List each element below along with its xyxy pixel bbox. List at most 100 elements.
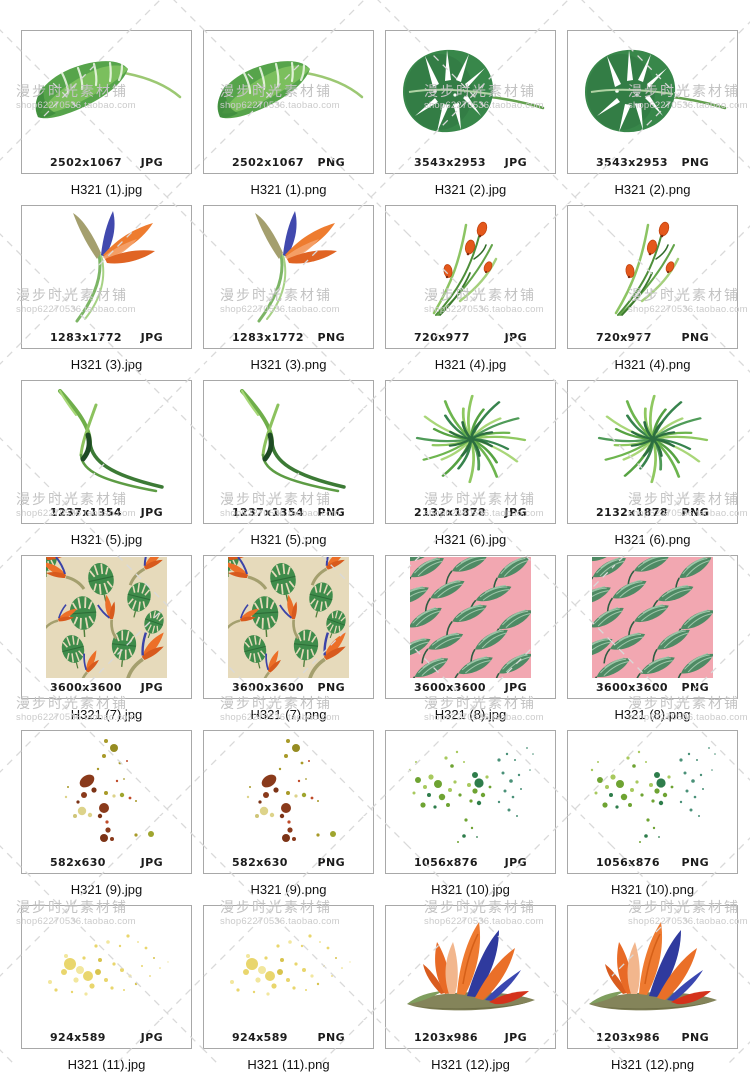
thumbnail-image bbox=[386, 206, 555, 328]
thumbnail-image bbox=[204, 206, 373, 328]
thumbnail-image bbox=[386, 731, 555, 853]
filename-label[interactable]: H321 (8).jpg bbox=[434, 706, 507, 722]
thumbnail-box[interactable]: 1237x1354 PNG bbox=[203, 380, 374, 524]
file-cell[interactable]: 1056x876 JPG H321 (10).jpg bbox=[385, 730, 556, 905]
thumbnail-box[interactable]: 1237x1354 JPG bbox=[21, 380, 192, 524]
thumbnail-box[interactable]: 924x589 JPG bbox=[21, 905, 192, 1049]
palm-fan-art bbox=[593, 392, 713, 492]
filename-label[interactable]: H321 (3).jpg bbox=[70, 356, 143, 372]
format-badge: PNG bbox=[317, 506, 345, 519]
file-cell[interactable]: 1237x1354 JPG H321 (5).jpg bbox=[21, 380, 192, 555]
file-cell[interactable]: 924x589 PNG H321 (11).png bbox=[203, 905, 374, 1080]
filename-label[interactable]: H321 (11).jpg bbox=[67, 1056, 146, 1072]
filename-label[interactable]: H321 (9).png bbox=[250, 881, 327, 897]
thumbnail-box[interactable]: 1056x876 PNG bbox=[567, 730, 738, 874]
file-cell[interactable]: 582x630 JPG H321 (9).jpg bbox=[21, 730, 192, 905]
thumbnail-image bbox=[22, 906, 191, 1028]
dimensions-label: 2132x1878 bbox=[596, 506, 668, 519]
thumbnail-box[interactable]: 3600x3600 PNG bbox=[567, 555, 738, 699]
file-cell[interactable]: 720x977 PNG H321 (4).png bbox=[567, 205, 738, 380]
filename-label[interactable]: H321 (2).png bbox=[614, 181, 691, 197]
thumbnail-box[interactable]: 3600x3600 JPG bbox=[385, 555, 556, 699]
filename-label[interactable]: H321 (6).png bbox=[614, 531, 691, 547]
filename-label[interactable]: H321 (6).jpg bbox=[434, 531, 507, 547]
dimensions-label: 2132x1878 bbox=[414, 506, 486, 519]
filename-label[interactable]: H321 (5).jpg bbox=[70, 531, 143, 547]
file-cell[interactable]: 720x977 JPG H321 (4).jpg bbox=[385, 205, 556, 380]
filename-label[interactable]: H321 (4).png bbox=[614, 356, 691, 372]
thumbnail-image bbox=[204, 731, 373, 853]
thumbnail-box[interactable]: 2132x1878 JPG bbox=[385, 380, 556, 524]
thumbnail-box[interactable]: 1203x986 PNG bbox=[567, 905, 738, 1049]
filename-label[interactable]: H321 (5).png bbox=[250, 531, 327, 547]
thumbnail-box[interactable]: 3600x3600 JPG bbox=[21, 555, 192, 699]
filename-label[interactable]: H321 (12).png bbox=[610, 1056, 695, 1072]
format-badge: PNG bbox=[317, 156, 345, 169]
thumbnail-image bbox=[204, 906, 373, 1028]
thumbnail-box[interactable]: 1056x876 JPG bbox=[385, 730, 556, 874]
file-cell[interactable]: 2502x1067 JPG H321 (1).jpg bbox=[21, 30, 192, 205]
file-cell[interactable]: 1203x986 JPG H321 (12).jpg bbox=[385, 905, 556, 1080]
thumbnail-meta: 2502x1067 JPG bbox=[22, 156, 191, 169]
thumbnail-box[interactable]: 1283x1772 PNG bbox=[203, 205, 374, 349]
filename-label[interactable]: H321 (12).jpg bbox=[431, 1056, 510, 1072]
filename-label[interactable]: H321 (2).jpg bbox=[434, 181, 507, 197]
dimensions-label: 3600x3600 bbox=[50, 681, 122, 694]
file-cell[interactable]: 3600x3600 JPG H321 (8).jpg bbox=[385, 555, 556, 730]
file-cell[interactable]: 1237x1354 PNG H321 (5).png bbox=[203, 380, 374, 555]
monstera-leaf-art bbox=[395, 46, 547, 138]
thumbnail-box[interactable]: 2502x1067 PNG bbox=[203, 30, 374, 174]
thumbnail-meta: 3600x3600 JPG bbox=[22, 681, 191, 694]
file-cell[interactable]: 924x589 JPG H321 (11).jpg bbox=[21, 905, 192, 1080]
thumbnail-box[interactable]: 720x977 JPG bbox=[385, 205, 556, 349]
thumbnail-box[interactable]: 924x589 PNG bbox=[203, 905, 374, 1049]
thumbnail-box[interactable]: 1283x1772 JPG bbox=[21, 205, 192, 349]
thumbnail-meta: 1056x876 PNG bbox=[568, 856, 737, 869]
filename-label[interactable]: H321 (11).png bbox=[247, 1056, 330, 1072]
file-cell[interactable]: 1056x876 PNG H321 (10).png bbox=[567, 730, 738, 905]
file-cell[interactable]: 2132x1878 JPG H321 (6).jpg bbox=[385, 380, 556, 555]
format-badge: JPG bbox=[140, 156, 163, 169]
filename-label[interactable]: H321 (8).png bbox=[614, 706, 691, 722]
filename-label[interactable]: H321 (9).jpg bbox=[70, 881, 143, 897]
filename-label[interactable]: H321 (7).jpg bbox=[70, 706, 143, 722]
file-cell[interactable]: 3600x3600 JPG H321 (7).jpg bbox=[21, 555, 192, 730]
file-cell[interactable]: 582x630 PNG H321 (9).png bbox=[203, 730, 374, 905]
thumbnail-box[interactable]: 2502x1067 JPG bbox=[21, 30, 192, 174]
thumbnail-image bbox=[204, 381, 373, 503]
file-cell[interactable]: 2132x1878 PNG H321 (6).png bbox=[567, 380, 738, 555]
file-cell[interactable]: 3600x3600 PNG H321 (7).png bbox=[203, 555, 374, 730]
file-cell[interactable]: 3600x3600 PNG H321 (8).png bbox=[567, 555, 738, 730]
filename-label[interactable]: H321 (4).jpg bbox=[434, 356, 507, 372]
thumbnail-image bbox=[568, 731, 737, 853]
filename-label[interactable]: H321 (10).jpg bbox=[431, 881, 510, 897]
format-badge: JPG bbox=[140, 331, 163, 344]
thumbnail-box[interactable]: 582x630 JPG bbox=[21, 730, 192, 874]
filename-label[interactable]: H321 (3).png bbox=[250, 356, 327, 372]
file-cell[interactable]: 3543x2953 PNG H321 (2).png bbox=[567, 30, 738, 205]
file-cell[interactable]: 1203x986 PNG H321 (12).png bbox=[567, 905, 738, 1080]
file-cell[interactable]: 1283x1772 PNG H321 (3).png bbox=[203, 205, 374, 380]
format-badge: JPG bbox=[504, 331, 527, 344]
thumbnail-box[interactable]: 3543x2953 PNG bbox=[567, 30, 738, 174]
thumbnail-box[interactable]: 3543x2953 JPG bbox=[385, 30, 556, 174]
thumbnail-box[interactable]: 582x630 PNG bbox=[203, 730, 374, 874]
file-cell[interactable]: 3543x2953 JPG H321 (2).jpg bbox=[385, 30, 556, 205]
dimensions-label: 3543x2953 bbox=[596, 156, 668, 169]
filename-label[interactable]: H321 (7).png bbox=[250, 706, 327, 722]
thumbnail-box[interactable]: 2132x1878 PNG bbox=[567, 380, 738, 524]
banana-leaf-art bbox=[28, 55, 186, 129]
thumbnail-meta: 1203x986 PNG bbox=[568, 1031, 737, 1044]
bird-of-paradise-art bbox=[237, 209, 341, 325]
dimensions-label: 1283x1772 bbox=[232, 331, 304, 344]
thumbnail-box[interactable]: 1203x986 JPG bbox=[385, 905, 556, 1049]
thumbnail-image bbox=[22, 731, 191, 853]
thumbnail-box[interactable]: 720x977 PNG bbox=[567, 205, 738, 349]
filename-label[interactable]: H321 (1).png bbox=[250, 181, 327, 197]
filename-label[interactable]: H321 (1).jpg bbox=[70, 181, 143, 197]
thumbnail-box[interactable]: 3600x3600 PNG bbox=[203, 555, 374, 699]
file-cell[interactable]: 1283x1772 JPG H321 (3).jpg bbox=[21, 205, 192, 380]
bird-of-paradise-art bbox=[55, 209, 159, 325]
filename-label[interactable]: H321 (10).png bbox=[610, 881, 695, 897]
file-cell[interactable]: 2502x1067 PNG H321 (1).png bbox=[203, 30, 374, 205]
